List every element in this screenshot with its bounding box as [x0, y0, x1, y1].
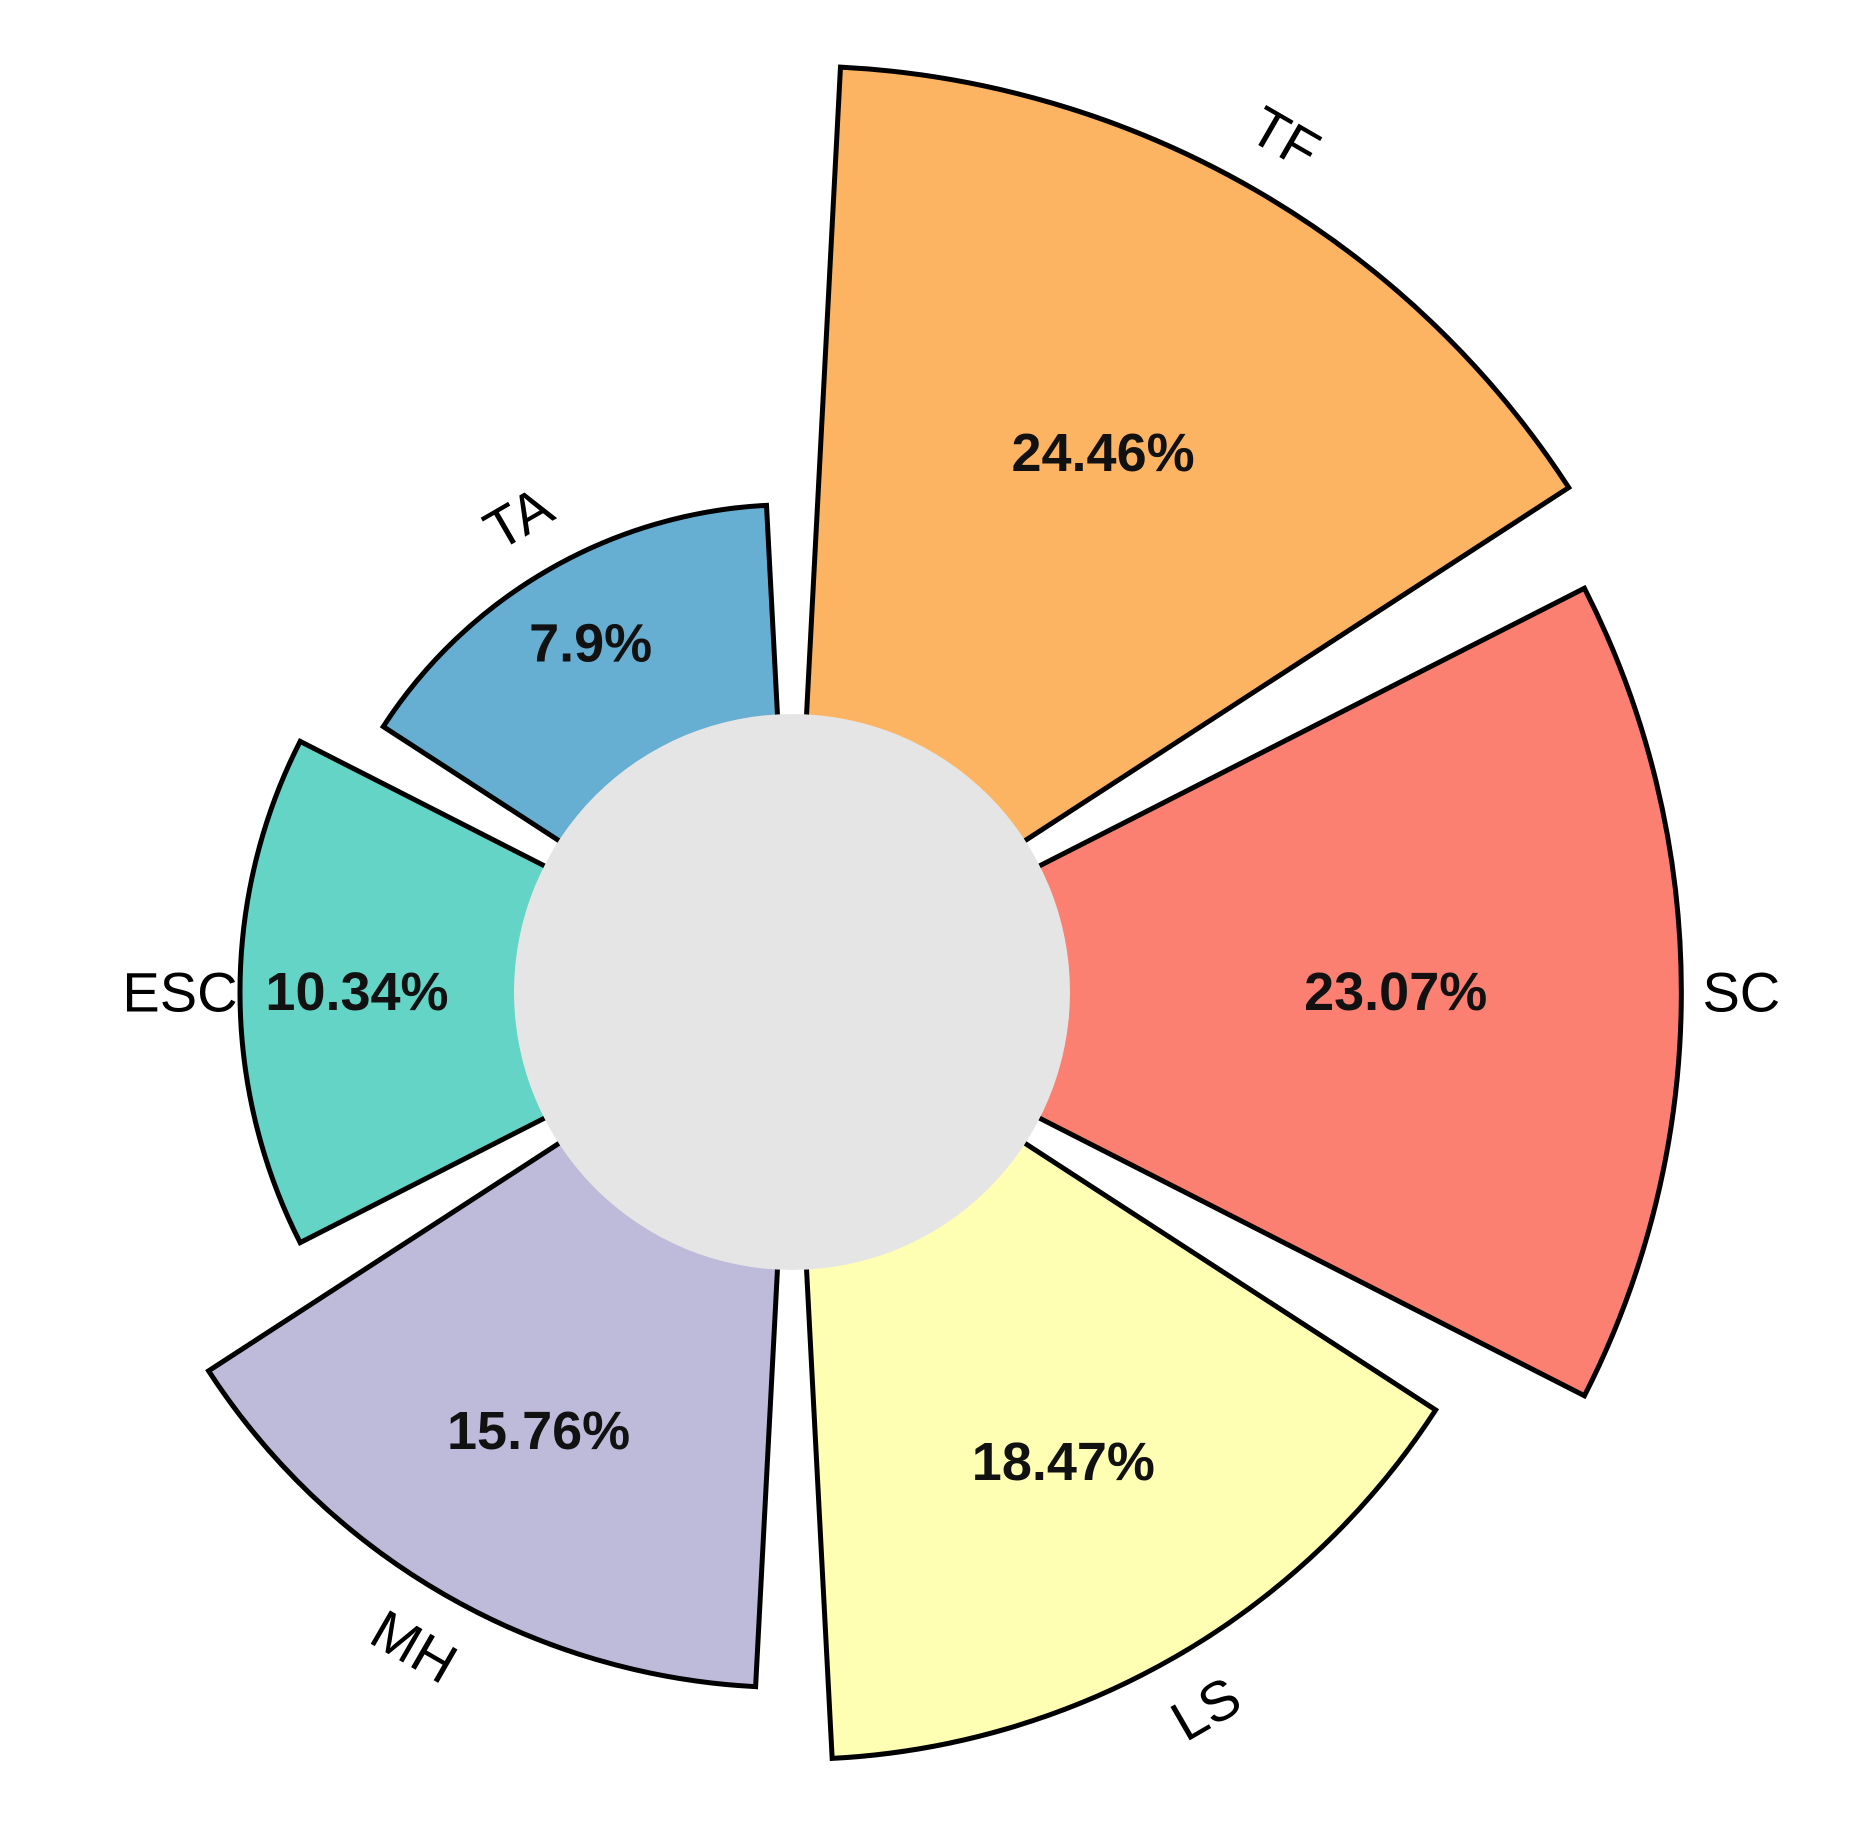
- chart-center-hole: [514, 714, 1070, 1270]
- value-label-tf: 24.46%: [1011, 423, 1194, 483]
- category-label-ta: TA: [473, 474, 563, 563]
- category-label-sc: SC: [1702, 961, 1780, 1024]
- category-label-tf: TF: [1240, 94, 1331, 183]
- value-label-mh: 15.76%: [447, 1401, 630, 1461]
- category-label-esc: ESC: [122, 961, 237, 1024]
- value-label-sc: 23.07%: [1304, 962, 1487, 1022]
- category-label-ls: LS: [1160, 1664, 1251, 1753]
- category-label-mh: MH: [361, 1597, 468, 1695]
- chart-sectors: [205, 64, 1684, 1762]
- value-label-esc: 10.34%: [265, 962, 448, 1022]
- value-label-ta: 7.9%: [529, 613, 652, 673]
- value-label-ls: 18.47%: [972, 1432, 1155, 1492]
